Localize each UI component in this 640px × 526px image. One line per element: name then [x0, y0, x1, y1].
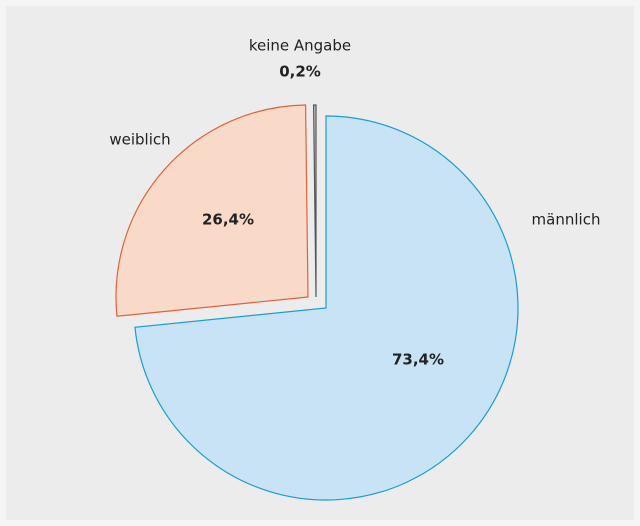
pie-slice — [312, 104, 317, 298]
value-label: 26,4% — [202, 211, 254, 229]
pie-slice — [115, 104, 309, 317]
category-label: keine Angabe — [249, 37, 351, 55]
pie-slice — [134, 115, 519, 501]
value-label: 73,4% — [392, 351, 444, 369]
category-label: weiblich — [109, 131, 170, 149]
category-label: männlich — [532, 211, 601, 229]
value-label: 0,2% — [279, 63, 321, 81]
